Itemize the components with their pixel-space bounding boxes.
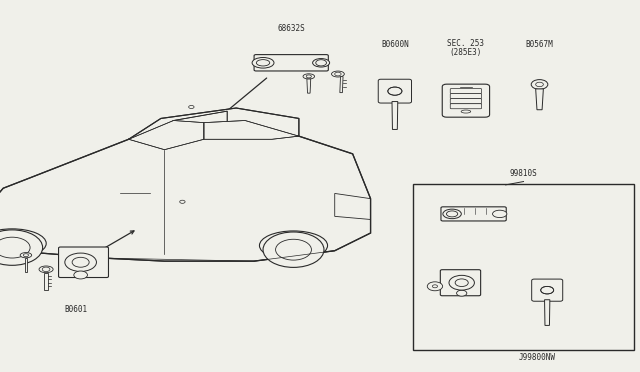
Text: 99810S: 99810S (509, 169, 538, 178)
Circle shape (0, 237, 30, 258)
Polygon shape (536, 89, 543, 110)
FancyBboxPatch shape (440, 270, 481, 296)
Text: B0567M: B0567M (525, 40, 554, 49)
Circle shape (0, 230, 43, 265)
Text: B0600N: B0600N (381, 40, 409, 49)
FancyBboxPatch shape (378, 79, 412, 103)
Bar (413, 184, 634, 350)
Text: J99800NW: J99800NW (519, 353, 556, 362)
Text: SEC. 253: SEC. 253 (447, 39, 484, 48)
Ellipse shape (312, 58, 330, 67)
Circle shape (276, 239, 312, 260)
Polygon shape (0, 129, 371, 261)
Polygon shape (44, 273, 48, 290)
FancyBboxPatch shape (451, 94, 482, 99)
FancyBboxPatch shape (532, 279, 563, 301)
Ellipse shape (0, 229, 46, 258)
Circle shape (74, 271, 88, 279)
Ellipse shape (443, 209, 461, 219)
FancyBboxPatch shape (451, 104, 482, 109)
Polygon shape (392, 102, 398, 129)
Circle shape (456, 290, 467, 296)
Polygon shape (129, 121, 204, 150)
Polygon shape (340, 77, 343, 93)
FancyBboxPatch shape (254, 55, 328, 71)
Ellipse shape (332, 71, 344, 77)
Circle shape (541, 286, 554, 294)
FancyBboxPatch shape (451, 89, 482, 94)
Polygon shape (24, 258, 27, 272)
FancyBboxPatch shape (59, 247, 108, 278)
Text: 68632S: 68632S (277, 24, 305, 33)
Polygon shape (204, 121, 299, 139)
Ellipse shape (303, 74, 315, 79)
Text: (285E3): (285E3) (450, 48, 482, 57)
Circle shape (263, 232, 324, 267)
FancyBboxPatch shape (442, 84, 490, 117)
Circle shape (65, 253, 97, 272)
FancyBboxPatch shape (441, 207, 506, 221)
Circle shape (428, 282, 443, 291)
Circle shape (531, 80, 548, 89)
Polygon shape (129, 108, 299, 139)
Circle shape (388, 87, 402, 95)
Polygon shape (545, 300, 550, 326)
Ellipse shape (20, 253, 31, 258)
FancyBboxPatch shape (451, 99, 482, 104)
Text: B0601: B0601 (64, 305, 87, 314)
Polygon shape (307, 79, 311, 93)
Circle shape (449, 275, 474, 290)
Ellipse shape (493, 210, 507, 218)
Polygon shape (129, 111, 227, 141)
Ellipse shape (259, 231, 328, 260)
Ellipse shape (252, 58, 274, 68)
Ellipse shape (39, 266, 53, 273)
